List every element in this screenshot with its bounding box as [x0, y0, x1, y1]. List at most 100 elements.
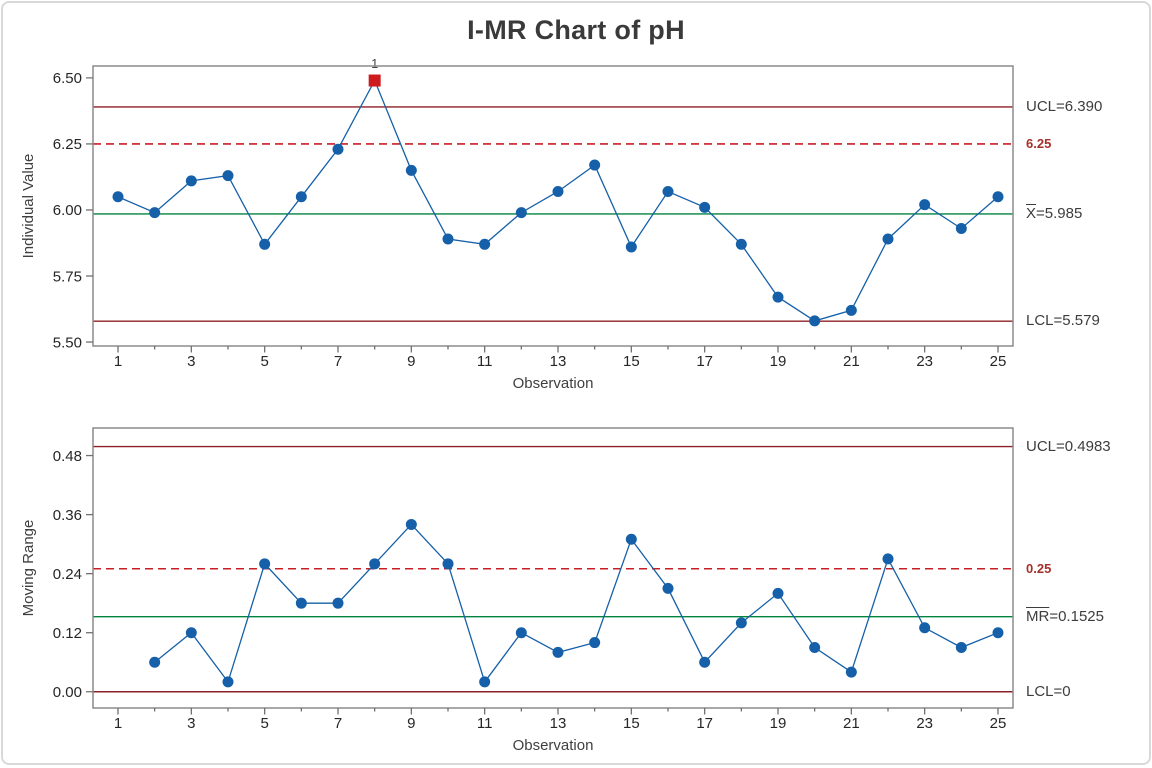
moving-range-point-15[interactable]: [625, 533, 637, 545]
i-chart-spec-label: 6.25: [1026, 136, 1052, 151]
individuals-y-tick-label: 5.50: [53, 334, 82, 351]
individuals-point-9[interactable]: [405, 164, 417, 176]
individuals-y-tick-label: 5.75: [53, 268, 82, 285]
individuals-x-tick-label: 11: [477, 353, 493, 370]
moving-range-series-line: [154, 523, 999, 684]
mr-chart-center-label: MR=0.1525: [1026, 608, 1104, 625]
moving-range-point-23[interactable]: [919, 622, 931, 634]
moving-range-point-7[interactable]: [332, 597, 344, 609]
moving-range-point-8[interactable]: [369, 558, 381, 570]
individuals-point-18[interactable]: [735, 238, 747, 250]
mr-chart-lcl-label: LCL=0: [1026, 683, 1071, 700]
individuals-point-3[interactable]: [185, 175, 197, 187]
moving-range-point-2[interactable]: [149, 656, 161, 668]
moving-range-x-tick-label: 25: [990, 715, 1007, 732]
moving-range-y-axis-title: Moving Range: [20, 520, 37, 617]
moving-range-x-tick-label: 13: [550, 715, 567, 732]
individuals-point-16[interactable]: [662, 185, 674, 197]
imr-chart-canvas: 15.505.756.006.256.501 3 5 7 9 11 13 15 17 19 21 23…: [20, 57, 1014, 754]
individuals-y-tick-label: 6.25: [53, 136, 82, 153]
moving-range-y-tick-label: 0.24: [53, 566, 82, 583]
moving-range-point-5[interactable]: [259, 558, 271, 570]
moving-range-point-6[interactable]: [295, 597, 307, 609]
i-chart-lcl-label: LCL=5.579: [1026, 312, 1100, 329]
moving-range-x-tick-label: 1: [114, 715, 122, 732]
moving-range-x-tick-label: 15: [623, 715, 640, 732]
i-chart-ucl-label: UCL=6.390: [1026, 98, 1103, 115]
moving-range-point-3[interactable]: [185, 627, 197, 639]
individuals-point-20[interactable]: [809, 315, 821, 327]
individuals-x-tick-label: 1: [114, 353, 122, 370]
moving-range-point-13[interactable]: [552, 646, 564, 658]
individuals-point-11[interactable]: [479, 238, 491, 250]
individuals-x-tick-label: 19: [770, 353, 787, 370]
individuals-point-22[interactable]: [882, 233, 894, 245]
individuals-chart: 15.505.756.006.256.501 3 5 7 9 11 13 15 17 19 21 23…: [20, 57, 1014, 392]
moving-range-chart: 0.000.120.240.360.481 3 5 7 9 11 13 15 17 19 21 23 2…: [20, 427, 1014, 754]
individuals-x-tick-label: 15: [623, 353, 640, 370]
individuals-point-7[interactable]: [332, 143, 344, 155]
individuals-point-21[interactable]: [845, 304, 857, 316]
individuals-point-8-out-of-control[interactable]: [368, 74, 381, 87]
individuals-x-tick-label: 17: [696, 353, 713, 370]
individuals-y-tick-label: 6.00: [53, 202, 82, 219]
moving-range-point-16[interactable]: [662, 582, 674, 594]
individuals-x-axis-title: Observation: [513, 375, 594, 392]
individuals-point-5[interactable]: [259, 238, 271, 250]
page-title: I-MR Chart of pH: [467, 15, 685, 45]
individuals-point-19[interactable]: [772, 291, 784, 303]
individuals-point-2[interactable]: [149, 207, 161, 219]
moving-range-x-tick-label: 7: [334, 715, 342, 732]
individuals-x-tick-label: 21: [843, 353, 860, 370]
individuals-x-tick-label: 7: [334, 353, 342, 370]
mr-chart-ucl-label: UCL=0.4983: [1026, 438, 1111, 455]
moving-range-point-11[interactable]: [479, 676, 491, 688]
individuals-x-tick-label: 9: [407, 353, 415, 370]
individuals-point-23[interactable]: [919, 199, 931, 211]
individuals-x-tick-label: 13: [550, 353, 567, 370]
moving-range-point-14[interactable]: [589, 637, 601, 649]
individuals-point-10[interactable]: [442, 233, 454, 245]
moving-range-y-tick-label: 0.12: [53, 625, 82, 642]
individuals-point-15[interactable]: [625, 241, 637, 253]
moving-range-point-4[interactable]: [222, 676, 234, 688]
i-chart-center-label: X=5.985: [1026, 205, 1083, 222]
moving-range-x-tick-label: 23: [916, 715, 933, 732]
individuals-point-17[interactable]: [699, 201, 711, 213]
moving-range-point-21[interactable]: [845, 666, 857, 678]
individuals-x-tick-label: 23: [916, 353, 933, 370]
moving-range-point-25[interactable]: [992, 627, 1004, 639]
moving-range-y-tick-label: 0.00: [53, 684, 82, 701]
moving-range-x-tick-label: 9: [407, 715, 415, 732]
individuals-point-25[interactable]: [992, 191, 1004, 203]
individuals-point-12[interactable]: [515, 207, 527, 219]
moving-range-x-tick-label: 17: [696, 715, 713, 732]
moving-range-point-18[interactable]: [735, 617, 747, 629]
moving-range-x-axis-title: Observation: [513, 737, 594, 754]
individuals-point-6[interactable]: [295, 191, 307, 203]
moving-range-point-19[interactable]: [772, 587, 784, 599]
moving-range-point-24[interactable]: [955, 641, 967, 653]
individuals-x-tick-label: 25: [990, 353, 1007, 370]
individuals-y-axis-title: Individual Value: [20, 154, 37, 259]
moving-range-x-tick-label: 3: [187, 715, 195, 732]
moving-range-point-12[interactable]: [515, 627, 527, 639]
moving-range-point-22[interactable]: [882, 553, 894, 565]
individuals-ooc-flag-label: 1: [371, 57, 378, 71]
individuals-point-4[interactable]: [222, 170, 234, 182]
individuals-plot-frame: [92, 65, 1014, 347]
individuals-point-1[interactable]: [112, 191, 124, 203]
individuals-series-line: [117, 78, 999, 322]
moving-range-point-17[interactable]: [699, 656, 711, 668]
individuals-point-13[interactable]: [552, 185, 564, 197]
moving-range-y-tick-label: 0.36: [53, 507, 82, 524]
moving-range-point-9[interactable]: [405, 518, 417, 530]
moving-range-point-10[interactable]: [442, 558, 454, 570]
individuals-point-24[interactable]: [955, 222, 967, 234]
individuals-point-14[interactable]: [589, 159, 601, 171]
individuals-x-tick-label: 5: [260, 353, 268, 370]
individuals-y-tick-label: 6.50: [53, 70, 82, 87]
moving-range-point-20[interactable]: [809, 641, 821, 653]
moving-range-x-tick-label: 11: [477, 715, 493, 732]
